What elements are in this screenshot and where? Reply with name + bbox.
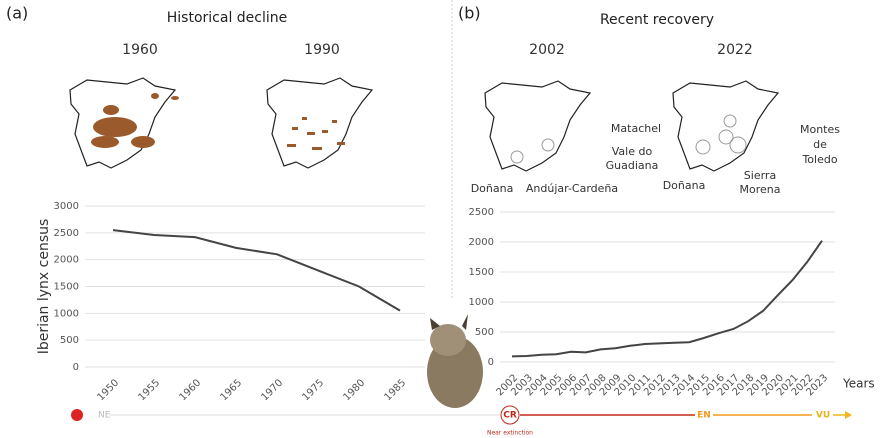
map-label: Matachel xyxy=(611,122,661,135)
x-tick-label: 1970 xyxy=(259,377,285,403)
status: CR xyxy=(503,411,517,421)
map xyxy=(484,80,591,172)
map-label: Montes xyxy=(800,123,840,136)
y-tick-label: 2000 xyxy=(469,237,494,248)
map xyxy=(672,80,779,172)
map xyxy=(69,77,179,169)
y-tick-label: 1500 xyxy=(469,267,494,278)
x-tick-label: 1960 xyxy=(177,377,203,403)
y-tick-label: 1000 xyxy=(54,308,79,319)
x-tick-label: 1985 xyxy=(382,377,408,403)
map-label: Toledo xyxy=(801,153,837,166)
y-tick-label: 500 xyxy=(60,335,79,346)
line xyxy=(112,229,401,312)
y-tick-label: 2500 xyxy=(469,207,494,218)
panel-label: (a) xyxy=(6,4,28,23)
panel-label: (b) xyxy=(458,4,481,23)
y-tick-label: 2500 xyxy=(54,228,79,239)
status: VU xyxy=(816,411,830,421)
status-note: Near extinction xyxy=(487,430,533,437)
map-year: 1990 xyxy=(304,42,340,58)
map-label: Sierra xyxy=(744,169,776,182)
map-label: de xyxy=(813,138,827,151)
x-tick-label: 1975 xyxy=(300,377,326,403)
map-label: Vale do xyxy=(612,145,653,158)
y-tick-label: 2000 xyxy=(54,255,79,266)
status: NE xyxy=(98,411,111,421)
x-axis-label: Years xyxy=(842,377,875,391)
x-tick-label: 1965 xyxy=(218,377,244,403)
y-tick-label: 1000 xyxy=(469,297,494,308)
map xyxy=(266,77,373,169)
y-tick-label: 0 xyxy=(73,362,79,373)
line xyxy=(511,240,823,358)
map-year: 2002 xyxy=(529,42,565,58)
map-label: Guadiana xyxy=(606,159,659,172)
status-bar: NE CR Near extinction EN VU xyxy=(71,405,852,437)
lynx xyxy=(427,314,483,408)
map-year: 2022 xyxy=(717,42,753,58)
x-tick-label: 1950 xyxy=(95,377,121,403)
map-year: 1960 xyxy=(122,42,158,58)
panel-title: Recent recovery xyxy=(600,12,714,28)
map-label: Doñana xyxy=(663,179,706,192)
panel-title: Historical decline xyxy=(167,10,288,26)
map-label: Andújar-Cardeña xyxy=(526,182,618,195)
map-label: Doñana xyxy=(471,182,514,195)
y-tick-label: 500 xyxy=(475,327,494,338)
x-tick-label: 1955 xyxy=(136,377,162,403)
y-axis-label: Iberian lynx census xyxy=(36,219,52,355)
y-tick-label: 0 xyxy=(488,357,494,368)
x-tick-label: 1980 xyxy=(341,377,367,403)
y-tick-label: 3000 xyxy=(54,201,79,212)
map-label: Morena xyxy=(740,183,781,196)
y-tick-label: 1500 xyxy=(54,282,79,293)
status: EN xyxy=(697,411,711,421)
